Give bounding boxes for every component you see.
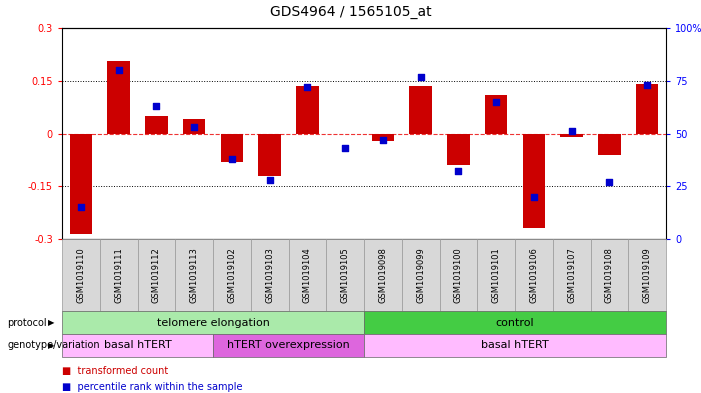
Text: genotype/variation: genotype/variation xyxy=(7,340,100,351)
Point xyxy=(641,82,653,88)
Bar xyxy=(258,134,281,176)
Point xyxy=(604,179,615,185)
Bar xyxy=(522,134,545,228)
Point xyxy=(529,194,540,200)
Point xyxy=(377,137,388,143)
Bar xyxy=(409,86,432,134)
Point xyxy=(301,84,313,90)
Point xyxy=(566,128,577,134)
Text: GSM1019101: GSM1019101 xyxy=(491,247,501,303)
Point xyxy=(339,145,350,151)
Text: GSM1019107: GSM1019107 xyxy=(567,247,576,303)
Text: GSM1019109: GSM1019109 xyxy=(643,247,652,303)
Text: GDS4964 / 1565105_at: GDS4964 / 1565105_at xyxy=(270,5,431,19)
Bar xyxy=(145,116,168,134)
Point xyxy=(491,99,502,105)
Point xyxy=(264,177,275,183)
Bar xyxy=(447,134,470,165)
Bar xyxy=(598,134,620,154)
Text: GSM1019106: GSM1019106 xyxy=(529,247,538,303)
Text: GSM1019104: GSM1019104 xyxy=(303,247,312,303)
Text: ▶: ▶ xyxy=(48,318,55,327)
Point xyxy=(415,73,426,80)
Point xyxy=(189,124,200,130)
Text: GSM1019110: GSM1019110 xyxy=(76,247,86,303)
Text: control: control xyxy=(496,318,534,327)
Text: basal hTERT: basal hTERT xyxy=(481,340,549,351)
Text: hTERT overexpression: hTERT overexpression xyxy=(227,340,350,351)
Text: GSM1019099: GSM1019099 xyxy=(416,247,425,303)
Text: GSM1019108: GSM1019108 xyxy=(605,247,614,303)
Bar xyxy=(636,84,658,134)
Bar xyxy=(296,86,319,134)
Bar xyxy=(372,134,394,141)
Text: telomere elongation: telomere elongation xyxy=(156,318,269,327)
Point xyxy=(113,67,124,73)
Text: ■  percentile rank within the sample: ■ percentile rank within the sample xyxy=(62,382,243,392)
Text: GSM1019111: GSM1019111 xyxy=(114,247,123,303)
Point xyxy=(453,168,464,174)
Bar xyxy=(560,134,583,137)
Bar xyxy=(69,134,93,234)
Text: GSM1019112: GSM1019112 xyxy=(152,247,161,303)
Text: GSM1019098: GSM1019098 xyxy=(379,247,388,303)
Text: basal hTERT: basal hTERT xyxy=(104,340,171,351)
Text: GSM1019105: GSM1019105 xyxy=(341,247,350,303)
Point xyxy=(151,103,162,109)
Text: protocol: protocol xyxy=(7,318,47,327)
Text: GSM1019103: GSM1019103 xyxy=(265,247,274,303)
Text: GSM1019113: GSM1019113 xyxy=(190,247,198,303)
Bar xyxy=(485,95,508,134)
Text: ■  transformed count: ■ transformed count xyxy=(62,366,168,376)
Bar xyxy=(107,61,130,134)
Text: ▶: ▶ xyxy=(48,341,55,350)
Point xyxy=(75,204,86,211)
Bar xyxy=(221,134,243,162)
Bar xyxy=(183,119,205,134)
Text: GSM1019102: GSM1019102 xyxy=(227,247,236,303)
Text: GSM1019100: GSM1019100 xyxy=(454,247,463,303)
Point xyxy=(226,156,238,162)
